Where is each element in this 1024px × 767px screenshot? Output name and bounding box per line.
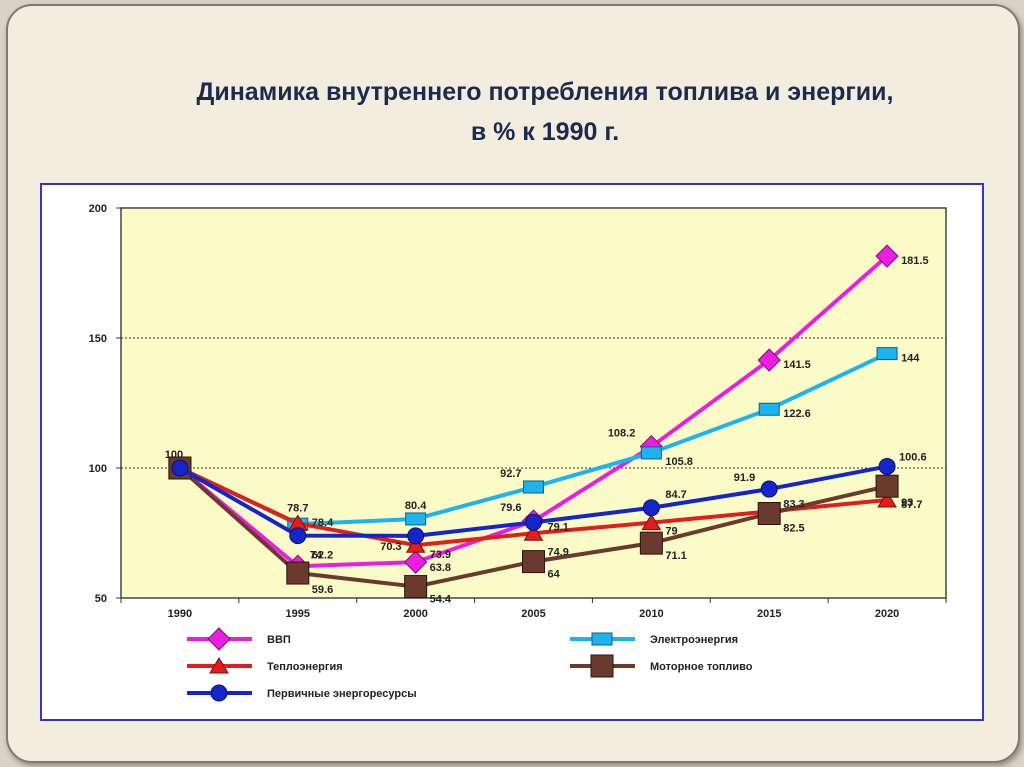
point-motor-2010 [639, 531, 663, 555]
legend-item-perv: Первичные энергоресурсы [187, 684, 417, 702]
legend-label-elec: Электроэнергия [650, 634, 738, 646]
data-label-perv-2005: 79.1 [548, 521, 569, 533]
x-tick-label-2020: 2020 [875, 608, 899, 620]
data-label-vvp-2010: 108.2 [608, 428, 636, 440]
data-label-perv-1995: 74 [310, 550, 323, 562]
data-label-motor-2010: 71.1 [665, 550, 686, 562]
legend-item-motor: Моторное топливо [570, 654, 753, 678]
data-label-perv-2015: 91.9 [734, 472, 755, 484]
x-tick-label-2000: 2000 [403, 608, 427, 620]
data-label-teplo-2000: 70.3 [380, 541, 401, 553]
point-perv-2015 [760, 480, 778, 498]
x-tick-label-2005: 2005 [521, 608, 545, 620]
data-label-perv-2000: 73.9 [430, 549, 451, 561]
data-label-elec-2010: 105.8 [665, 456, 693, 468]
data-label-motor-2005: 64 [548, 569, 561, 581]
series-perv [171, 457, 896, 545]
data-label-elec-2000: 80.4 [405, 500, 427, 512]
legend-marker-vvp [207, 627, 231, 651]
legend-item-elec: Электроэнергия [570, 632, 738, 646]
x-tick-label-1995: 1995 [286, 608, 310, 620]
x-tick-label-1990: 1990 [168, 608, 192, 620]
point-teplo-2000 [405, 536, 426, 553]
data-label-teplo-1995: 78.7 [287, 502, 308, 514]
data-label-vvp-1990: 100 [165, 449, 183, 461]
data-label-vvp-2005: 79.6 [500, 502, 521, 514]
data-label-elec-2015: 122.6 [783, 408, 811, 420]
point-vvp-2000 [403, 550, 428, 574]
point-elec-2005 [523, 480, 544, 494]
point-perv-2000 [407, 527, 425, 545]
point-perv-1995 [289, 527, 307, 545]
data-label-vvp-2020: 181.5 [901, 255, 929, 267]
data-label-vvp-1995: 62.2 [312, 549, 333, 561]
legend-marker-perv [210, 684, 228, 702]
legend-marker-elec [591, 632, 613, 646]
chart-frame: 50 100 150 200 1990 1995 2000 2005 2010 2015 2020 1… [40, 183, 984, 721]
point-perv-2020 [878, 457, 896, 475]
data-label-vvp-2015: 141.5 [783, 359, 811, 371]
title-line-2: в % к 1990 г. [470, 118, 620, 146]
x-tick-label-2015: 2015 [757, 608, 781, 620]
data-label-elec-2020: 144 [901, 353, 920, 365]
point-vvp-2020 [875, 244, 899, 268]
data-label-teplo-2010: 79 [665, 526, 677, 538]
point-motor-2015 [757, 502, 781, 525]
point-perv-2005 [525, 513, 542, 531]
legend-item-vvp: ВВП [187, 627, 291, 651]
y-tick-label-150: 150 [89, 333, 107, 345]
point-teplo-2020 [877, 491, 897, 508]
y-tick-label-100: 100 [89, 463, 107, 475]
data-label-perv-2010: 84.7 [665, 489, 686, 501]
legend-marker-teplo [209, 657, 229, 674]
data-label-motor-2015: 82.5 [783, 523, 804, 535]
point-elec-2000 [405, 512, 427, 526]
point-elec-2020 [876, 347, 898, 361]
legend-label-motor: Моторное топливо [650, 661, 753, 673]
legend-marker-motor [590, 654, 614, 678]
point-motor-2005 [522, 550, 545, 574]
data-label-perv-2020: 100.6 [899, 451, 927, 463]
data-label-elec-2005: 92.7 [500, 468, 521, 480]
data-label-elec-1995: 78.4 [312, 517, 334, 529]
point-perv-1990 [171, 459, 189, 477]
point-vvp-2015 [757, 348, 781, 372]
data-label-motor-2000: 54.4 [430, 594, 452, 606]
point-elec-2015 [758, 402, 780, 416]
point-teplo-2010 [641, 513, 662, 531]
legend-item-teplo: Теплоэнергия [187, 657, 343, 674]
point-teplo-2005 [523, 524, 544, 541]
data-label-motor-2020: 93 [901, 497, 913, 509]
data-label-motor-1995: 59.6 [312, 584, 333, 596]
point-motor-2020 [875, 474, 899, 498]
point-motor-2000 [404, 575, 428, 599]
legend-label-teplo: Теплоэнергия [267, 661, 343, 673]
data-label-teplo-2020: 87.7 [901, 499, 922, 511]
legend-label-vvp: ВВП [267, 634, 291, 646]
data-label-teplo-2015: 83.3 [783, 498, 804, 510]
y-tick-label-200: 200 [89, 203, 107, 215]
data-label-vvp-2000: 63.8 [430, 562, 451, 574]
slide-title: Динамика внутреннего потребления топлива… [8, 72, 1024, 152]
point-motor-1995 [286, 561, 310, 585]
point-perv-2010 [642, 499, 660, 517]
line-chart: 50 100 150 200 1990 1995 2000 2005 2010 2015 2020 1… [89, 203, 947, 702]
title-line-1: Динамика внутреннего потребления топлива… [196, 78, 894, 106]
y-tick-label-50: 50 [95, 593, 107, 605]
point-elec-2010 [640, 446, 662, 460]
legend-label-perv: Первичные энергоресурсы [267, 688, 417, 700]
data-label-teplo-2005: 74.9 [548, 546, 569, 558]
x-tick-label-2010: 2010 [639, 608, 663, 620]
